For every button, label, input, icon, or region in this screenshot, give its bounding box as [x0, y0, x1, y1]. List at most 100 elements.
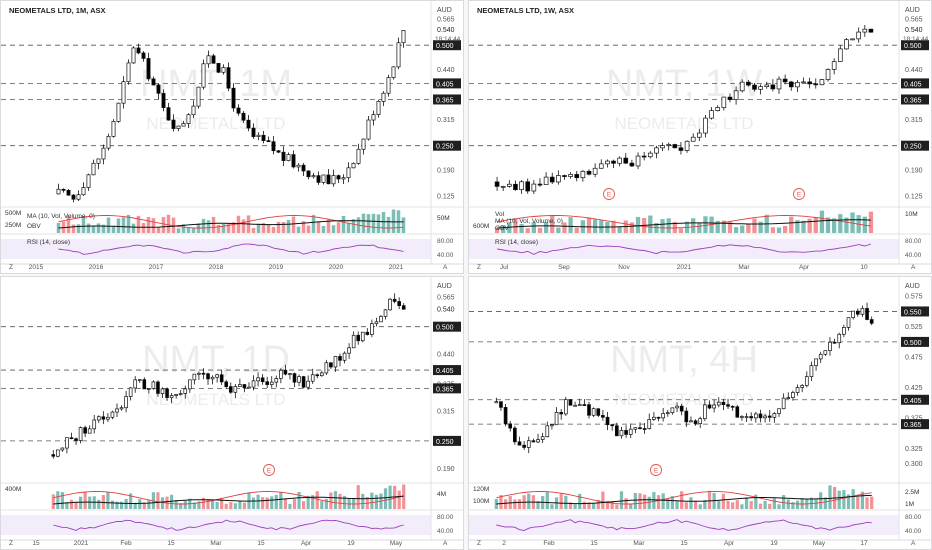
candle-body: [376, 101, 381, 115]
earnings-marker-label: E: [654, 468, 659, 475]
candle-body: [499, 401, 503, 408]
level-label: 0.365: [436, 97, 454, 104]
candle-body: [374, 321, 379, 325]
candle-body: [543, 176, 549, 186]
candle-body: [236, 107, 241, 114]
rsi-band: [469, 515, 899, 535]
volume-bar: [286, 220, 291, 233]
level-label-box: [433, 321, 461, 332]
candle-body: [211, 55, 216, 64]
chart-panel-4h[interactable]: NMT, 4H NEOMETALS LTD AUD 0.575 0.525 0.475 0.…: [468, 276, 932, 550]
volume-bar: [801, 220, 806, 233]
volume-bar: [119, 501, 124, 509]
candle-body: [331, 175, 336, 185]
candle-body: [656, 416, 661, 419]
volume-bar: [256, 223, 261, 233]
level-label: 0.405: [436, 81, 454, 88]
candle-body: [574, 174, 580, 179]
volume-bar: [329, 492, 333, 509]
time-tick-label: 2019: [269, 264, 284, 271]
volume-bar: [691, 218, 696, 233]
level-label-box: [433, 140, 461, 151]
volume-bar: [494, 227, 500, 233]
volume-axis-label-right: 10M: [905, 211, 918, 218]
candle-body: [301, 376, 306, 388]
candle-body: [206, 373, 210, 380]
level-label: 0.550: [904, 309, 922, 316]
volume-bar: [596, 499, 600, 509]
chart-panel-monthly[interactable]: NMT, 1M NEOMETALS LTD NEOMETALS LTD, 1M, A…: [0, 0, 464, 274]
volume-bar: [678, 228, 684, 233]
volume-bar: [306, 225, 311, 233]
price-tick-label: 0.125: [437, 193, 455, 200]
volume-bar: [386, 216, 391, 233]
candle-body: [297, 376, 301, 383]
volume-bar: [832, 218, 837, 233]
volume-bar: [236, 215, 241, 233]
volume-bar: [825, 217, 831, 233]
volume-bar: [768, 503, 772, 509]
candle-body: [115, 408, 119, 413]
volume-bar: [221, 223, 226, 233]
earnings-marker-label: E: [797, 192, 802, 199]
candle-body: [201, 372, 206, 375]
candle-body: [703, 404, 707, 419]
candle-body: [586, 170, 592, 175]
candle-body: [126, 62, 131, 83]
time-tick-label: May: [390, 540, 403, 547]
candle-body: [568, 174, 573, 177]
candle-body: [786, 397, 791, 399]
volume-bar: [291, 216, 296, 233]
candle-body: [101, 416, 106, 420]
volume-bar: [315, 491, 319, 509]
candle-body: [147, 388, 151, 390]
candle-body: [698, 418, 703, 424]
volume-bar: [266, 223, 271, 233]
volume-bar: [791, 502, 795, 509]
volume-bar: [181, 224, 186, 233]
volume-bar: [361, 493, 365, 509]
candle-body: [383, 309, 388, 317]
volume-bar: [346, 223, 351, 233]
time-tick-label: Feb: [543, 540, 555, 547]
candle-body: [156, 84, 161, 94]
obv-line: [496, 494, 872, 505]
time-tick-label: Nov: [618, 264, 630, 271]
volume-bar: [115, 501, 119, 509]
candle-body: [735, 406, 740, 418]
volume-bar: [176, 228, 181, 233]
candle-body: [828, 341, 832, 351]
rsi-level-label: 80.00: [437, 514, 454, 521]
candle-body: [508, 423, 513, 429]
chart-panel-weekly[interactable]: NMT, 1W NEOMETALS LTD NEOMETALS LTD, 1W, A…: [468, 0, 932, 274]
candle-body: [672, 144, 678, 149]
candle-body: [601, 415, 605, 418]
volume-bar: [174, 500, 178, 509]
symbol-title: NEOMETALS LTD, 1M, ASX: [9, 6, 106, 15]
volume-bar: [749, 501, 753, 509]
volume-bar: [229, 502, 233, 509]
volume-bar: [65, 502, 69, 509]
candle-body: [346, 167, 351, 179]
candle-body: [758, 413, 763, 419]
volume-bar: [326, 219, 331, 233]
volume-bar: [121, 217, 126, 233]
volume-bar: [592, 503, 596, 509]
candle-body: [749, 416, 754, 419]
volume-bar: [216, 224, 221, 233]
volume-bar: [156, 226, 161, 233]
time-tick-label: 15: [257, 540, 265, 547]
volume-bar: [838, 214, 843, 233]
volume-bar: [366, 214, 371, 233]
volume-bar: [562, 222, 567, 233]
volume-bar: [66, 215, 71, 233]
volume-bar: [715, 220, 720, 233]
candle-body: [156, 381, 160, 394]
volume-bar: [776, 227, 782, 233]
candle-body: [582, 404, 587, 406]
candle-body: [825, 68, 831, 80]
candle-body: [197, 372, 201, 375]
candle-body: [503, 407, 508, 425]
candle-body: [292, 373, 297, 383]
